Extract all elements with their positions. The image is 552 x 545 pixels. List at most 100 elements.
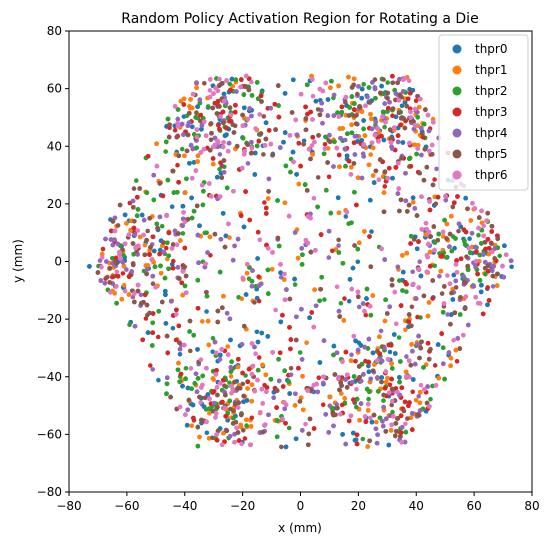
point-thpr4	[426, 128, 432, 134]
point-thpr3	[379, 133, 384, 139]
point-thpr1	[400, 253, 405, 258]
point-thpr1	[107, 260, 113, 266]
point-thpr5	[139, 301, 144, 306]
point-thpr4	[343, 377, 348, 382]
point-thpr5	[174, 134, 180, 140]
point-thpr5	[301, 141, 306, 147]
point-thpr2	[404, 289, 409, 295]
point-thpr5	[235, 386, 240, 391]
point-thpr4	[217, 152, 223, 157]
point-thpr5	[197, 394, 202, 400]
point-thpr1	[453, 347, 459, 353]
point-thpr5	[306, 431, 312, 437]
point-thpr4	[389, 144, 394, 150]
point-thpr5	[307, 416, 313, 422]
point-thpr3	[390, 113, 395, 118]
point-thpr3	[283, 421, 288, 426]
point-thpr1	[327, 394, 333, 400]
point-thpr3	[264, 205, 269, 211]
point-thpr4	[115, 241, 120, 247]
point-thpr5	[492, 256, 498, 261]
point-thpr6	[228, 112, 234, 118]
point-thpr2	[254, 80, 260, 85]
point-thpr5	[430, 182, 436, 188]
point-thpr2	[195, 277, 201, 283]
point-thpr3	[454, 359, 460, 364]
point-thpr1	[119, 297, 125, 302]
point-thpr0	[252, 172, 258, 177]
point-thpr5	[423, 107, 428, 112]
point-thpr2	[436, 231, 442, 237]
point-thpr4	[103, 236, 108, 242]
point-thpr1	[189, 105, 195, 111]
point-thpr0	[355, 259, 361, 265]
point-thpr2	[322, 297, 327, 302]
point-thpr0	[344, 153, 350, 159]
point-thpr1	[207, 234, 213, 240]
point-thpr4	[211, 400, 217, 406]
point-thpr6	[174, 242, 180, 247]
point-thpr2	[191, 208, 197, 214]
point-thpr1	[368, 152, 374, 157]
point-thpr2	[205, 104, 211, 109]
point-thpr3	[296, 365, 301, 371]
point-thpr5	[147, 216, 152, 221]
point-thpr5	[421, 293, 427, 299]
point-thpr3	[228, 87, 233, 93]
point-thpr1	[158, 271, 164, 276]
point-thpr5	[220, 81, 225, 86]
point-thpr2	[175, 367, 181, 373]
point-thpr4	[419, 152, 424, 158]
point-thpr4	[382, 101, 388, 106]
point-thpr2	[335, 110, 340, 115]
point-thpr1	[370, 173, 376, 178]
point-thpr5	[418, 345, 424, 351]
point-thpr3	[367, 234, 372, 239]
point-thpr6	[363, 103, 368, 108]
point-thpr3	[181, 102, 187, 107]
point-thpr3	[277, 350, 283, 356]
point-thpr5	[404, 103, 410, 109]
point-thpr0	[156, 377, 161, 383]
point-thpr2	[421, 121, 427, 127]
point-thpr1	[207, 411, 212, 416]
point-thpr2	[397, 278, 402, 283]
point-thpr2	[383, 297, 388, 303]
point-thpr1	[494, 283, 500, 288]
point-thpr2	[249, 93, 255, 98]
point-thpr3	[405, 96, 411, 102]
point-thpr4	[471, 284, 477, 289]
point-thpr5	[395, 416, 400, 421]
point-thpr4	[412, 206, 418, 211]
point-thpr5	[287, 296, 293, 302]
point-thpr1	[365, 444, 371, 449]
point-thpr5	[145, 228, 150, 234]
point-thpr5	[232, 379, 237, 385]
point-thpr0	[358, 343, 364, 348]
point-thpr4	[249, 140, 254, 145]
point-thpr2	[398, 359, 403, 364]
point-thpr6	[451, 337, 457, 343]
point-thpr1	[245, 386, 250, 391]
point-thpr2	[183, 366, 189, 371]
point-thpr4	[300, 428, 305, 433]
point-thpr1	[310, 152, 315, 157]
point-thpr0	[291, 77, 296, 83]
point-thpr4	[130, 198, 136, 204]
point-thpr5	[297, 399, 303, 404]
point-thpr2	[315, 204, 320, 210]
point-thpr3	[346, 418, 352, 424]
point-thpr3	[238, 213, 244, 218]
point-thpr3	[428, 264, 433, 269]
point-thpr2	[373, 96, 378, 101]
point-thpr5	[131, 262, 136, 268]
point-thpr3	[389, 376, 394, 382]
point-thpr2	[192, 381, 198, 386]
point-thpr4	[294, 314, 299, 320]
point-thpr2	[462, 242, 468, 247]
point-thpr4	[205, 250, 210, 255]
point-thpr2	[364, 286, 370, 292]
point-thpr2	[340, 261, 346, 266]
point-thpr3	[485, 269, 491, 274]
point-thpr3	[316, 375, 322, 381]
